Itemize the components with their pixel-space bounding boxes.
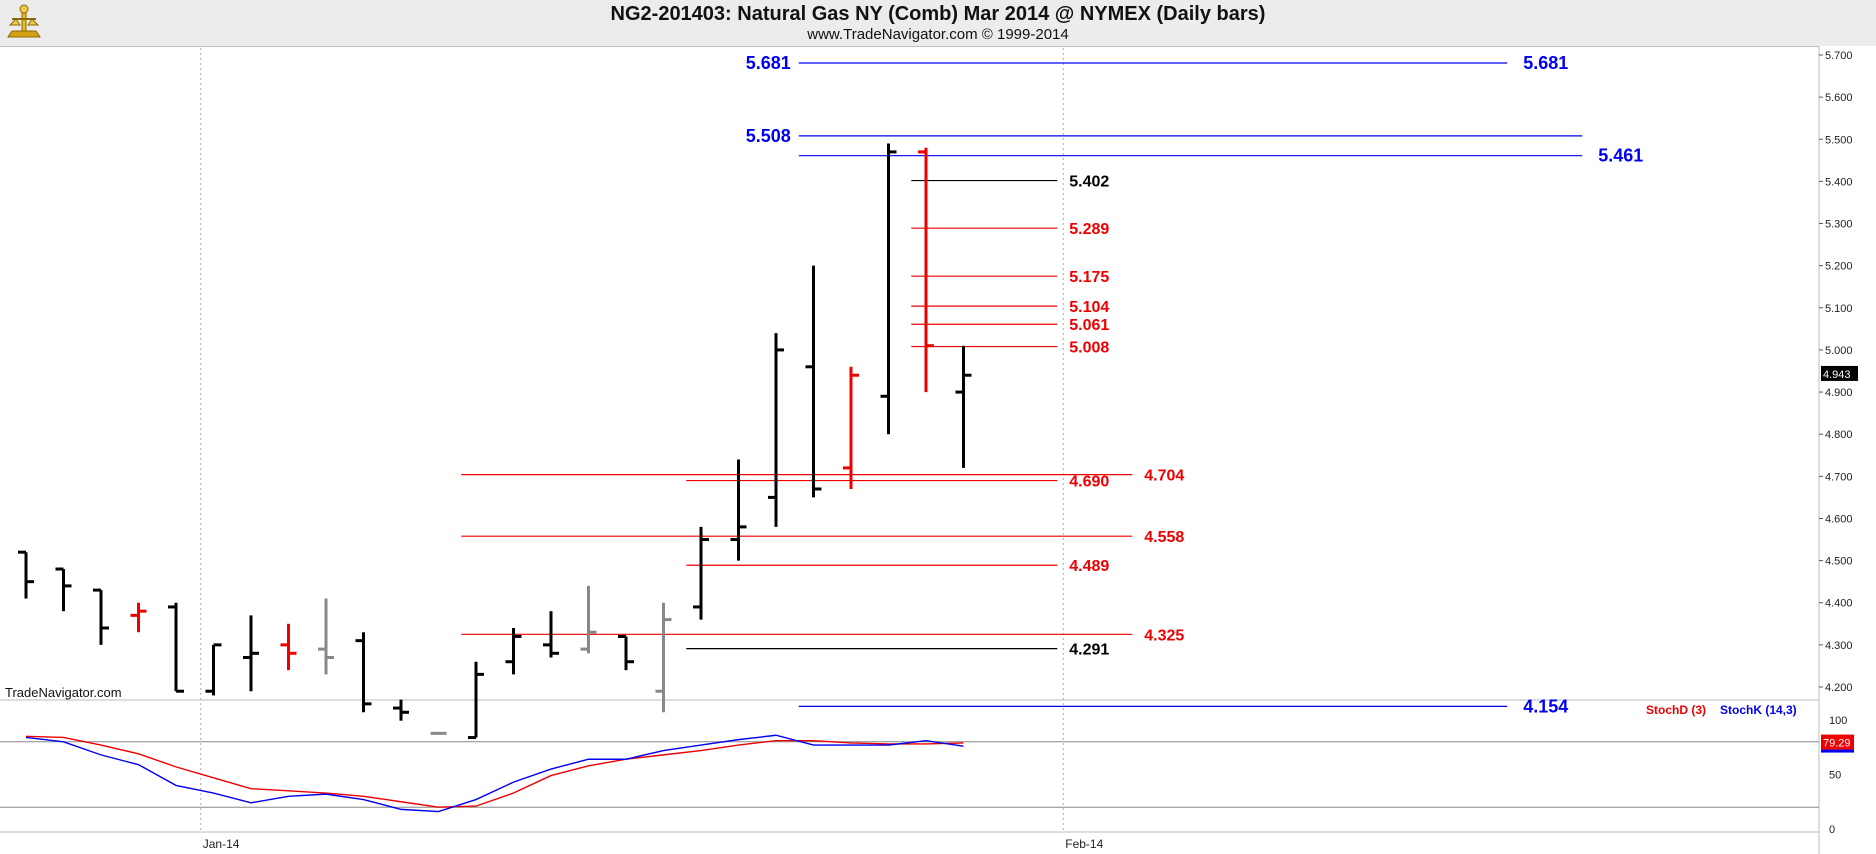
level-label-right: 4.291 — [1069, 642, 1109, 659]
stochastic-panel: 100 50 0 StochD (3) StochK (14,3) 79.29 — [0, 703, 1854, 836]
stoch-line-k — [25, 734, 964, 813]
price-tick-label: 5.400 — [1825, 176, 1853, 188]
stoch-line-d — [25, 735, 964, 808]
ohlc-bar — [955, 345, 972, 468]
level-label-right: 5.175 — [1069, 269, 1109, 286]
ohlc-bar — [55, 567, 72, 612]
level-label-right: 4.704 — [1144, 468, 1184, 485]
price-tick-label: 5.000 — [1825, 345, 1853, 357]
chart-header: NG2-201403: Natural Gas NY (Comb) Mar 20… — [0, 0, 1876, 47]
time-axis-label: Jan-14 — [203, 837, 240, 851]
ohlc-bar — [693, 526, 709, 620]
price-tick-label: 4.300 — [1825, 640, 1853, 652]
trade-navigator-logo-icon — [7, 4, 41, 38]
level-label-right: 4.690 — [1069, 474, 1109, 491]
level-label-right: 5.461 — [1598, 146, 1643, 166]
price-tick-label: 4.700 — [1825, 471, 1853, 483]
level-label-right: 5.681 — [1523, 53, 1568, 73]
level-label-right: 5.008 — [1069, 340, 1109, 357]
ohlc-bar — [130, 602, 147, 633]
price-tick-label: 4.600 — [1825, 513, 1853, 525]
ohlc-bar — [93, 588, 109, 645]
level-label-right: 4.489 — [1069, 558, 1109, 575]
level-label-right: 4.558 — [1144, 529, 1184, 546]
ohlc-bar — [243, 615, 259, 692]
ohlc-bar — [918, 147, 934, 393]
ohlc-bar — [880, 143, 897, 435]
price-tick-label: 4.200 — [1825, 682, 1853, 694]
ohlc-bar — [505, 628, 522, 675]
time-axis-label: Feb-14 — [1065, 837, 1103, 851]
price-tick-label: 5.300 — [1825, 219, 1853, 231]
stoch-legend-d: StochD (3) — [1646, 703, 1706, 717]
level-label-right: 5.104 — [1069, 299, 1109, 316]
stoch-last-box-k — [1821, 749, 1854, 753]
price-tick-label: 5.100 — [1825, 303, 1853, 315]
ohlc-bar — [805, 265, 822, 498]
stoch-tick-label: 100 — [1829, 715, 1847, 727]
ohlc-bar — [280, 623, 297, 671]
stoch-last-label: 79.29 — [1823, 738, 1851, 750]
stoch-tick-label: 50 — [1829, 770, 1841, 782]
ohlc-bar — [655, 602, 672, 713]
level-label-left: 5.681 — [746, 53, 791, 73]
ohlc-bar — [768, 333, 784, 527]
price-tick-label: 4.400 — [1825, 598, 1853, 610]
stoch-last-box — [1821, 734, 1854, 750]
ohlc-bar — [730, 459, 747, 561]
time-gridlines — [200, 48, 1064, 830]
price-bars — [18, 143, 972, 740]
stoch-tick-label: 0 — [1829, 824, 1835, 836]
ohlc-bar — [318, 598, 334, 675]
price-tick-label: 4.500 — [1825, 556, 1853, 568]
last-price-label: 4.943 — [1823, 369, 1851, 381]
axis-background — [1819, 46, 1876, 854]
ohlc-bar — [205, 643, 222, 696]
level-label-right: 5.061 — [1069, 317, 1109, 334]
ohlc-bar — [543, 611, 559, 658]
price-tick-label: 5.500 — [1825, 134, 1853, 146]
level-label-right: 4.154 — [1523, 696, 1568, 716]
level-label-right: 5.402 — [1069, 174, 1109, 191]
chart-title: NG2-201403: Natural Gas NY (Comb) Mar 20… — [610, 3, 1266, 25]
last-price-box — [1821, 365, 1858, 381]
chart-subtitle: www.TradeNavigator.com © 1999-2014 — [807, 26, 1069, 43]
ohlc-bar — [580, 585, 597, 654]
ohlc-bar — [843, 366, 859, 489]
price-tick-label: 5.600 — [1825, 92, 1853, 104]
price-tick-label: 4.800 — [1825, 429, 1853, 441]
price-tick-label: 4.900 — [1825, 387, 1853, 399]
time-axis: Jan-14 Feb-14 — [203, 837, 1104, 851]
ohlc-bar — [468, 661, 484, 740]
price-tick-label: 5.200 — [1825, 261, 1853, 273]
watermark-text: TradeNavigator.com — [5, 685, 122, 700]
stoch-legend-k: StochK (14,3) — [1720, 703, 1797, 717]
ohlc-bar — [618, 634, 634, 671]
ohlc-bar — [18, 550, 34, 599]
level-label-right: 4.325 — [1144, 627, 1184, 644]
ohlc-bar — [168, 602, 184, 693]
chart-frame — [0, 46, 1876, 854]
price-tick-label: 5.700 — [1825, 50, 1853, 62]
price-levels: 5.681 5.681 5.508 5.461 5.402 5.289 5.175 5.104… — [461, 53, 1643, 716]
ohlc-bar — [393, 699, 409, 721]
ohlc-bar — [355, 632, 372, 713]
level-label-left: 5.508 — [746, 126, 791, 146]
level-label-right: 5.289 — [1069, 221, 1109, 238]
price-axis: 5.700 5.600 5.500 5.400 5.300 5.200 5.100 5.000… — [1819, 50, 1858, 694]
